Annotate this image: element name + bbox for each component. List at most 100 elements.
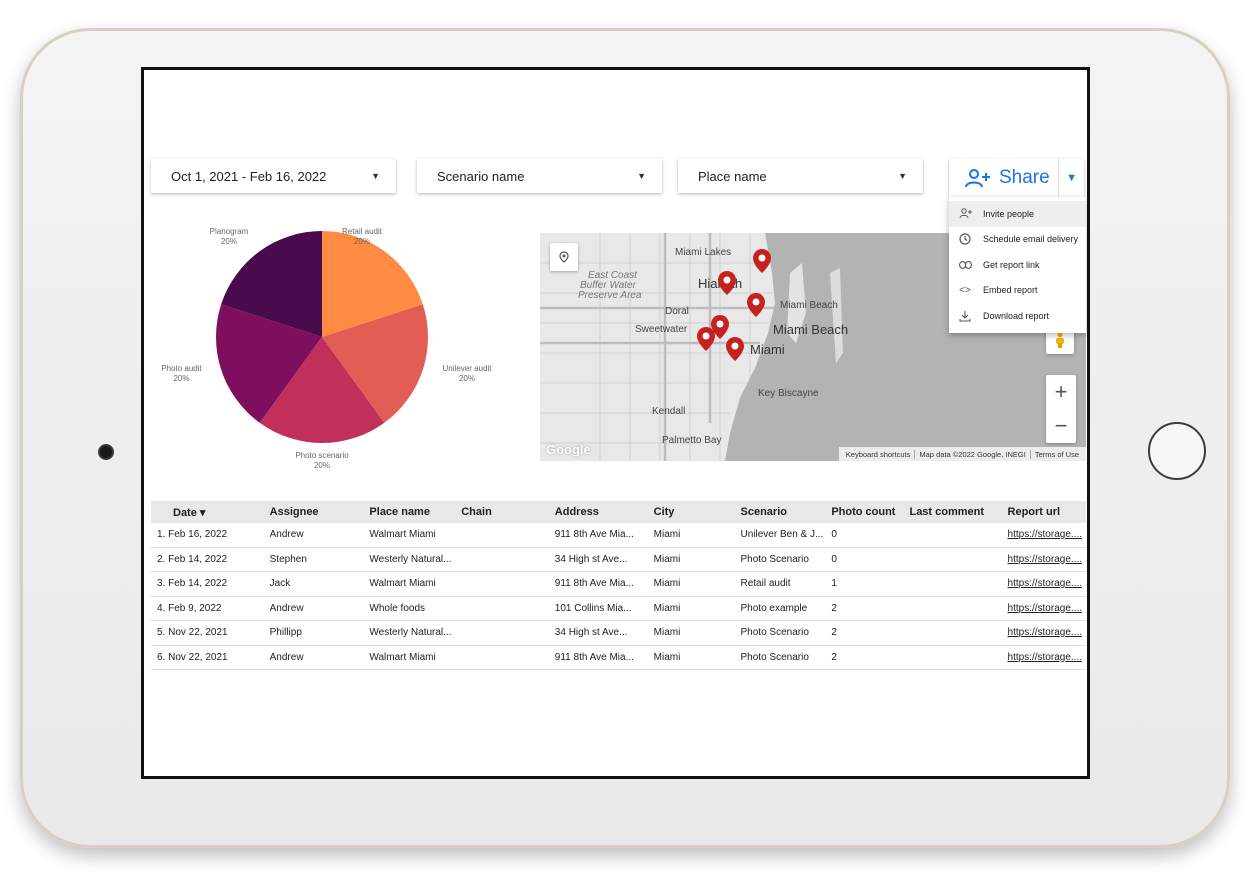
table-cell[interactable]: https://storage.... (1003, 596, 1086, 621)
map-markers (697, 249, 771, 361)
zoom-control: + − (1046, 375, 1076, 443)
menu-item-label: Schedule email delivery (983, 234, 1079, 245)
store-marker-icon[interactable] (747, 293, 765, 317)
table-cell: Retail audit (736, 571, 828, 597)
table-cell: Miami (649, 596, 737, 621)
table-cell: 0 (827, 547, 906, 572)
table-cell: Miami (649, 620, 737, 646)
share-menu: Invite people Schedule email delivery Ge… (949, 197, 1086, 333)
table-cell[interactable]: https://storage.... (1003, 547, 1086, 572)
column-header-date[interactable]: Date ▾ (151, 501, 266, 523)
table-cell[interactable]: https://storage.... (1003, 620, 1086, 646)
table-row[interactable]: 5. Nov 22, 2021 Phillipp Westerly Natural.… (151, 620, 1086, 646)
table-cell: Walmart Miami (365, 571, 458, 597)
pie-slice-unilever-audit[interactable] (322, 304, 428, 423)
share-main-button[interactable]: Share (949, 167, 1058, 189)
map-label-east-coast: East Coast (588, 270, 637, 281)
column-header-chain[interactable]: Chain (457, 501, 541, 523)
pie-slice-retail-audit[interactable] (322, 231, 423, 337)
download-icon (957, 310, 973, 322)
table-cell: 911 8th Ave Mia... (540, 645, 650, 670)
map-label-miami-lakes: Miami Lakes (675, 247, 732, 258)
pie-slice-planogram[interactable] (221, 231, 322, 337)
table-cell: Miami (649, 547, 737, 572)
caret-down-icon: ▼ (898, 171, 907, 181)
column-header-place-name[interactable]: Place name (365, 501, 458, 523)
column-header-photo-count[interactable]: Photo count (827, 501, 906, 523)
table-cell: Jack (265, 571, 366, 597)
table-cell: Phillipp (265, 620, 366, 646)
table-row[interactable]: 3. Feb 14, 2022 Jack Walmart Miami 911 8th … (151, 571, 1086, 597)
table-row[interactable]: 4. Feb 9, 2022 Andrew Whole foods 101 Colli… (151, 596, 1086, 621)
store-marker-icon[interactable] (711, 315, 729, 339)
menu-item-label: Get report link (983, 259, 1040, 270)
home-button[interactable] (1148, 422, 1206, 480)
table-cell: Walmart Miami (365, 645, 458, 670)
date-range-filter[interactable]: Oct 1, 2021 - Feb 16, 2022 ▼ (151, 159, 396, 193)
table-cell (457, 523, 541, 548)
menu-item-embed-report[interactable]: <> Embed report (949, 278, 1086, 304)
column-header-last-comment[interactable]: Last comment (905, 501, 1004, 523)
pie-label-unilever-audit: Unilever audit 20% (442, 364, 492, 383)
pie-slice-photo-audit[interactable] (216, 304, 322, 423)
table-cell: 911 8th Ave Mia... (540, 571, 650, 597)
column-header-address[interactable]: Address (540, 501, 650, 523)
map-attribution: Keyboard shortcuts Map data ©2022 Google… (838, 447, 1086, 461)
table-cell: Stephen (265, 547, 366, 572)
column-header-scenario[interactable]: Scenario (736, 501, 828, 523)
store-marker-icon[interactable] (753, 249, 771, 273)
pie-label-photo-scenario: Photo scenario 20% (295, 451, 349, 470)
share-button[interactable]: Share ▼ (949, 159, 1084, 197)
table-cell[interactable]: https://storage.... (1003, 571, 1086, 597)
table-cell: Miami (649, 645, 737, 670)
table-row[interactable]: 6. Nov 22, 2021 Andrew Walmart Miami 911 8t… (151, 645, 1086, 670)
column-header-report-url[interactable]: Report url (1003, 501, 1086, 523)
report-screen: Oct 1, 2021 - Feb 16, 2022 ▼ Scenario na… (141, 67, 1090, 779)
caret-down-icon: ▼ (371, 171, 380, 181)
table-cell: Andrew (265, 645, 366, 670)
store-marker-icon[interactable] (726, 337, 744, 361)
pie-slice-photo-scenario[interactable] (259, 337, 385, 443)
table-cell (905, 523, 1004, 548)
terms-of-use-link[interactable]: Terms of Use (1034, 449, 1079, 459)
share-dropdown-arrow[interactable]: ▼ (1058, 159, 1084, 197)
table-cell: Unilever Ben & J... (736, 523, 828, 548)
table-cell (457, 620, 541, 646)
locate-me-button[interactable] (550, 243, 578, 271)
place-filter[interactable]: Place name ▼ (678, 159, 923, 193)
menu-item-download-report[interactable]: Download report (949, 303, 1086, 329)
camera-icon (100, 446, 112, 458)
table-cell: Photo example (736, 596, 828, 621)
table-cell: Miami (649, 523, 737, 548)
table-cell (457, 547, 541, 572)
table-cell[interactable]: https://storage.... (1003, 645, 1086, 670)
menu-item-invite-people[interactable]: Invite people (949, 201, 1086, 227)
menu-item-schedule-email[interactable]: Schedule email delivery (949, 227, 1086, 253)
pie-label-retail-audit: Retail audit 20% (341, 227, 383, 246)
zoom-in-button[interactable]: + (1054, 379, 1068, 404)
column-header-city[interactable]: City (649, 501, 737, 523)
table-cell: Miami (649, 571, 737, 597)
table-cell (905, 571, 1004, 597)
zoom-out-button[interactable]: − (1054, 413, 1068, 438)
table-cell: Andrew (265, 523, 366, 548)
table-header-row: Date ▾ Assignee Place name Chain Address… (151, 501, 1086, 523)
table-row[interactable]: 2. Feb 14, 2022 Stephen Westerly Natural..… (151, 547, 1086, 572)
table-cell (457, 645, 541, 670)
table-row[interactable]: 1. Feb 16, 2022 Andrew Walmart Miami 911 8t… (151, 523, 1086, 548)
menu-item-label: Download report (983, 310, 1050, 321)
map-label-buffer-water: Buffer Water (580, 280, 636, 291)
date-range-value: Oct 1, 2021 - Feb 16, 2022 (171, 168, 327, 184)
table-cell: 1 (827, 571, 906, 597)
store-marker-icon[interactable] (718, 271, 736, 295)
table-cell: Photo Scenario (736, 547, 828, 572)
table-cell: 34 High st Ave... (540, 620, 650, 646)
person-add-icon (965, 169, 990, 188)
person-add-icon (957, 208, 973, 219)
table-cell[interactable]: https://storage.... (1003, 523, 1086, 548)
menu-item-get-link[interactable]: Get report link (949, 252, 1086, 278)
scenario-filter[interactable]: Scenario name ▼ (417, 159, 662, 193)
keyboard-shortcuts-link[interactable]: Keyboard shortcuts (842, 449, 916, 459)
column-header-assignee[interactable]: Assignee (265, 501, 366, 523)
store-marker-icon[interactable] (697, 327, 715, 351)
